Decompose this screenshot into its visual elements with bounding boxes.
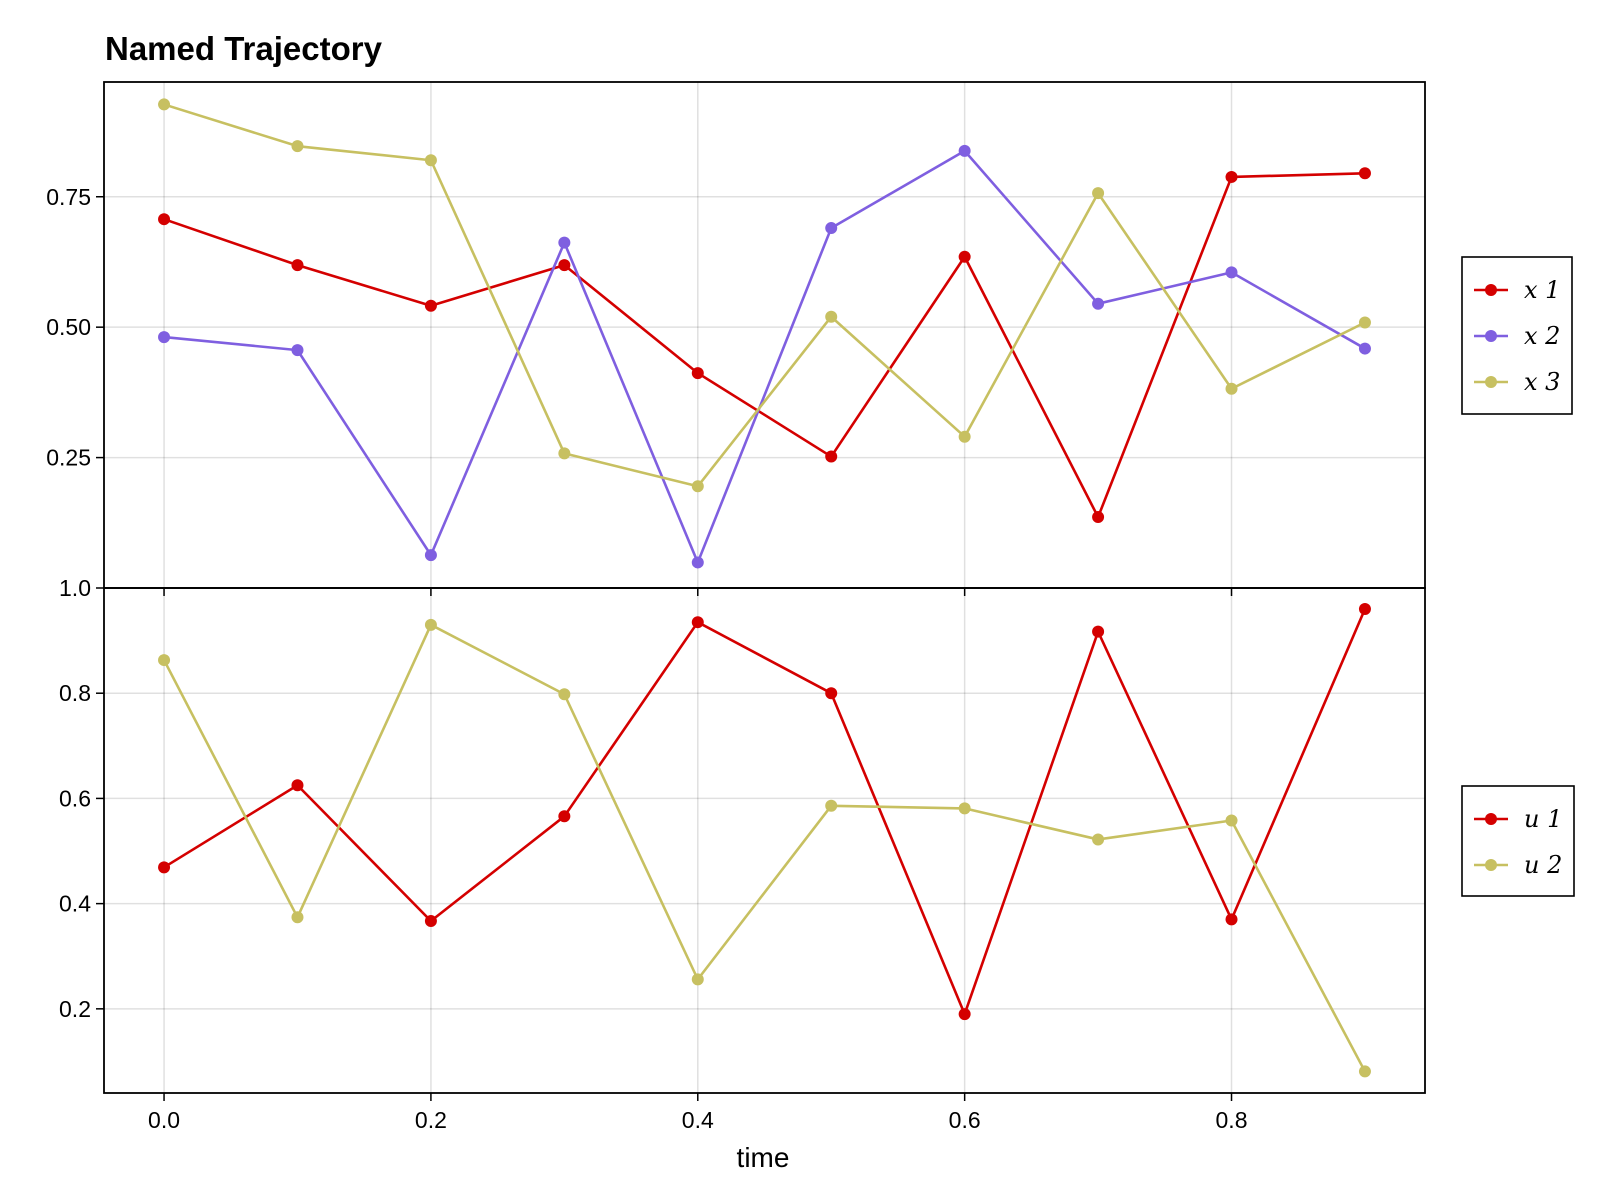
x-tick-label: 0.6 bbox=[949, 1107, 981, 1133]
data-point bbox=[1225, 170, 1238, 183]
x-tick-label: 0.0 bbox=[148, 1107, 180, 1133]
data-point bbox=[158, 213, 171, 226]
data-point bbox=[958, 802, 971, 815]
data-point bbox=[424, 914, 437, 927]
data-point bbox=[1092, 511, 1105, 524]
data-point bbox=[691, 973, 704, 986]
y-tick-label: 0.50 bbox=[46, 314, 91, 340]
legend-layer: x 1 x 2 x 3 u 1 u 2 bbox=[1461, 256, 1575, 897]
grid-layer bbox=[104, 82, 1425, 1093]
data-point bbox=[825, 450, 838, 463]
data-point bbox=[424, 618, 437, 631]
y-tick-label: 0.4 bbox=[59, 891, 91, 917]
legend-swatch-marker bbox=[1485, 376, 1497, 388]
data-point bbox=[1092, 625, 1105, 638]
data-point bbox=[825, 687, 838, 700]
data-point bbox=[558, 810, 571, 823]
legend-label: x 1 bbox=[1524, 276, 1560, 304]
data-point bbox=[558, 236, 571, 249]
data-point bbox=[691, 480, 704, 493]
legend-swatch-marker bbox=[1485, 330, 1497, 342]
data-point bbox=[158, 98, 171, 111]
legend-label: u 1 bbox=[1524, 805, 1562, 833]
data-point bbox=[691, 367, 704, 380]
legend-swatch-marker bbox=[1485, 813, 1497, 825]
legend-box bbox=[1461, 785, 1575, 897]
data-point bbox=[958, 1008, 971, 1021]
data-point bbox=[424, 154, 437, 167]
data-point bbox=[691, 556, 704, 569]
chart-title: Named Trajectory bbox=[105, 30, 382, 67]
data-point bbox=[558, 259, 571, 272]
legend-swatch-marker bbox=[1485, 284, 1497, 296]
x-tick-label: 0.8 bbox=[1216, 1107, 1248, 1133]
data-point bbox=[1225, 266, 1238, 279]
data-point bbox=[158, 654, 171, 667]
y-tick-label: 1.0 bbox=[59, 575, 91, 601]
data-point bbox=[825, 310, 838, 323]
y-tick-label: 0.75 bbox=[46, 184, 91, 210]
data-point bbox=[1225, 913, 1238, 926]
legend-label: x 2 bbox=[1524, 322, 1560, 350]
data-point bbox=[558, 688, 571, 701]
data-point bbox=[825, 799, 838, 812]
data-point bbox=[424, 299, 437, 312]
data-point bbox=[958, 144, 971, 157]
y-tick-label: 0.25 bbox=[46, 445, 91, 471]
data-point bbox=[558, 447, 571, 460]
x-axis-label: time bbox=[737, 1142, 790, 1173]
data-point bbox=[958, 250, 971, 263]
panel-frame bbox=[103, 587, 1426, 1094]
data-point bbox=[1225, 814, 1238, 827]
data-point bbox=[291, 911, 304, 924]
panel-frame bbox=[103, 81, 1426, 589]
series-line bbox=[163, 149, 1366, 564]
data-point bbox=[1358, 167, 1371, 180]
data-point bbox=[1358, 316, 1371, 329]
data-point bbox=[1358, 342, 1371, 355]
data-point bbox=[1225, 382, 1238, 395]
x-tick-label: 0.4 bbox=[682, 1107, 714, 1133]
data-point bbox=[291, 140, 304, 153]
data-point bbox=[291, 259, 304, 272]
legend-label: u 2 bbox=[1524, 851, 1562, 879]
data-point bbox=[291, 779, 304, 792]
series-line bbox=[162, 623, 1367, 1073]
series-layer bbox=[158, 98, 1371, 1078]
axes-layer: 0.25 0.50 0.75 0.2 0.4 0.6 0.8 1.0 0.0 0.2 0.4 0.6 0… bbox=[46, 81, 1426, 1133]
data-point bbox=[158, 861, 171, 874]
y-tick-label: 0.6 bbox=[59, 785, 91, 811]
legend-label: x 3 bbox=[1524, 368, 1560, 396]
x-tick-label: 0.2 bbox=[415, 1107, 447, 1133]
data-point bbox=[291, 344, 304, 357]
series-line bbox=[163, 608, 1367, 1016]
data-point bbox=[1092, 187, 1105, 200]
data-point bbox=[825, 222, 838, 235]
data-point bbox=[958, 430, 971, 443]
data-point bbox=[1092, 297, 1105, 310]
legend-swatch-marker bbox=[1485, 859, 1497, 871]
data-point bbox=[424, 549, 437, 562]
data-point bbox=[158, 331, 171, 344]
y-tick-label: 0.2 bbox=[59, 996, 91, 1022]
data-point bbox=[691, 616, 704, 629]
y-tick-label: 0.8 bbox=[59, 680, 91, 706]
series-line bbox=[163, 171, 1365, 519]
data-point bbox=[1358, 1065, 1371, 1078]
series-line bbox=[163, 103, 1366, 488]
data-point bbox=[1358, 603, 1371, 616]
data-point bbox=[1092, 833, 1105, 846]
